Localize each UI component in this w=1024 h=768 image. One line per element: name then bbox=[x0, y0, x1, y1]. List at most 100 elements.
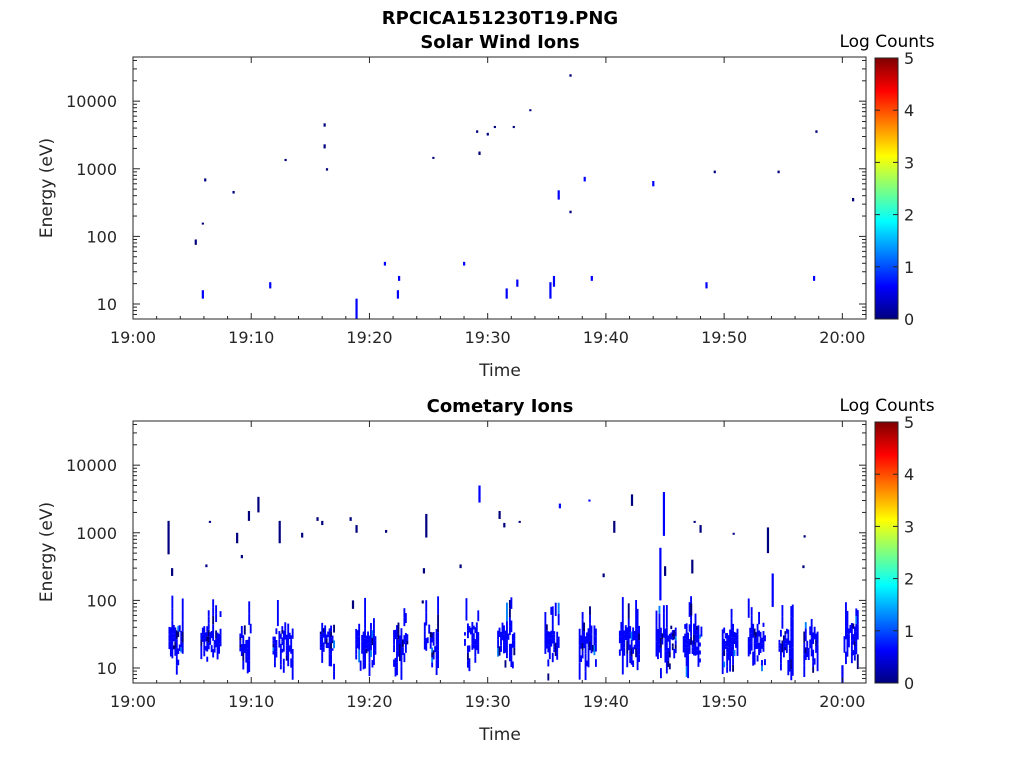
cometary-burst-cell bbox=[171, 620, 174, 634]
cometary-burst-cell bbox=[753, 650, 756, 658]
cometary-burst-cell bbox=[856, 654, 859, 670]
cometary-burst-cell bbox=[674, 648, 677, 654]
cometary-burst-cell bbox=[356, 642, 359, 649]
cometary-burst-cell bbox=[400, 628, 403, 642]
cometary-burst-cell bbox=[333, 624, 335, 633]
cometary-burst-cell bbox=[807, 647, 810, 661]
cometary-burst-cell bbox=[394, 657, 397, 668]
cometary-burst-cell bbox=[547, 659, 550, 667]
cometary-burst-cell bbox=[177, 625, 180, 632]
cometary-burst-cell bbox=[399, 635, 401, 644]
solar-wind-x-axis: 19:00 19:10 19:20 19:30 19:40 19:50 20:00 bbox=[110, 57, 865, 347]
cometary-burst-cell bbox=[724, 641, 727, 644]
cometary-burst-cell bbox=[730, 627, 733, 638]
cometary-burst-cell bbox=[756, 623, 759, 631]
cometary-burst-cell bbox=[239, 640, 242, 645]
cometary-burst-cell bbox=[397, 622, 400, 640]
cometary-title: Cometary Ions bbox=[427, 396, 574, 417]
cometary-burst-cell bbox=[180, 630, 183, 637]
cometary-burst-cell bbox=[584, 662, 587, 672]
cometary-burst-cell bbox=[699, 650, 701, 655]
cometary-count-mark bbox=[422, 568, 426, 574]
cometary-burst-cell bbox=[684, 647, 687, 653]
cometary-burst-cell bbox=[635, 628, 638, 639]
cometary-burst-cell bbox=[322, 632, 325, 638]
cometary-burst-cell bbox=[209, 636, 212, 641]
cometary-burst-cell bbox=[788, 663, 791, 672]
cometary-burst-cell bbox=[321, 622, 324, 633]
cometary-burst-cell bbox=[694, 641, 697, 656]
cometary-burst-cell bbox=[693, 623, 695, 635]
cometary-burst-cell bbox=[175, 630, 178, 640]
cometary-burst-cell bbox=[732, 630, 734, 638]
cometary-count-mark bbox=[208, 520, 212, 523]
cometary-burst-cell bbox=[629, 626, 632, 633]
cometary-burst-cell bbox=[431, 662, 434, 668]
cometary-burst-cell bbox=[803, 665, 806, 678]
cometary-burst-cell bbox=[397, 639, 400, 657]
cometary-burst-cell bbox=[852, 623, 855, 629]
cometary-burst-cell bbox=[788, 656, 791, 664]
solar-wind-x-tick-label: 19:20 bbox=[346, 328, 392, 347]
cometary-burst-cell bbox=[468, 664, 471, 672]
cometary-burst-cell bbox=[782, 635, 785, 641]
cometary-burst-cell bbox=[657, 628, 659, 637]
cometary-burst bbox=[578, 606, 597, 681]
cometary-burst-cell bbox=[655, 610, 658, 626]
cometary-burst-cell bbox=[508, 643, 511, 653]
cometary-burst-cell bbox=[726, 652, 729, 660]
cometary-burst-cell bbox=[782, 651, 785, 658]
cometary-burst bbox=[843, 602, 859, 670]
cometary-burst-cell bbox=[209, 640, 212, 645]
cometary-burst-cell bbox=[578, 628, 581, 646]
cometary-burst-cell bbox=[761, 660, 763, 666]
cometary-burst-cell bbox=[207, 623, 210, 630]
cometary-burst-cell bbox=[726, 632, 729, 640]
solar-wind-x-tick-label: 19:30 bbox=[465, 328, 511, 347]
cometary-burst-cell bbox=[281, 637, 284, 642]
cometary-burst-cell bbox=[721, 629, 724, 641]
cometary-burst-cell bbox=[724, 643, 727, 647]
cometary-burst-cell bbox=[209, 632, 212, 637]
cometary-y-tick-label: 10000 bbox=[66, 456, 117, 475]
cometary-burst-cell bbox=[553, 631, 556, 635]
cometary-burst-cell bbox=[371, 630, 374, 638]
cometary-burst-cell bbox=[240, 632, 243, 639]
cometary-burst-cell bbox=[279, 633, 282, 639]
cometary-burst-cell bbox=[668, 645, 671, 652]
cometary-burst-cell bbox=[368, 635, 371, 650]
cometary-burst-cell bbox=[762, 622, 765, 627]
cometary-burst-cell bbox=[696, 638, 698, 643]
cometary-burst-cell bbox=[510, 643, 513, 656]
cometary-burst-cell bbox=[750, 641, 753, 651]
cometary-burst-cell bbox=[511, 640, 514, 648]
cometary-burst-cell bbox=[437, 596, 440, 615]
cometary-burst-cell bbox=[684, 652, 687, 658]
cometary-burst-cell bbox=[248, 601, 251, 614]
cometary-burst-cell bbox=[752, 623, 755, 638]
cometary-burst-cell bbox=[584, 636, 587, 646]
solar-wind-count-mark bbox=[815, 130, 818, 133]
cometary-burst-cell bbox=[594, 643, 597, 652]
cometary-burst-cell bbox=[735, 632, 737, 641]
cometary-burst-cell bbox=[732, 664, 734, 672]
cometary-burst-cell bbox=[621, 612, 624, 629]
cometary-burst-cell bbox=[627, 618, 630, 635]
cometary-burst-cell bbox=[627, 634, 630, 651]
cometary-burst-cell bbox=[749, 643, 752, 649]
cometary-count-mark bbox=[602, 573, 605, 578]
cometary-burst-cell bbox=[426, 637, 429, 644]
cometary-burst-cell bbox=[629, 656, 632, 664]
solar-wind-x-tick-label: 19:00 bbox=[110, 328, 156, 347]
cometary-burst-cell bbox=[638, 654, 640, 663]
cometary-burst-cell bbox=[201, 627, 204, 635]
cometary-burst-cell bbox=[671, 633, 674, 637]
cometary-burst-cell bbox=[699, 642, 701, 647]
cometary-burst-cell bbox=[730, 618, 733, 628]
solar-wind-count-mark bbox=[201, 222, 204, 225]
cometary-burst-cell bbox=[206, 641, 209, 647]
cometary-burst-cell bbox=[623, 647, 626, 652]
cometary-burst-cell bbox=[699, 658, 701, 663]
cometary-burst-cell bbox=[732, 623, 734, 631]
cometary-burst-cell bbox=[699, 634, 701, 639]
